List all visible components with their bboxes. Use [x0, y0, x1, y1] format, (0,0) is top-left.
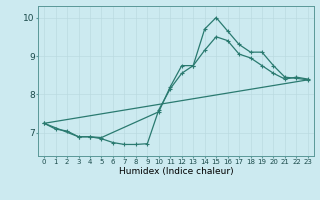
X-axis label: Humidex (Indice chaleur): Humidex (Indice chaleur): [119, 167, 233, 176]
